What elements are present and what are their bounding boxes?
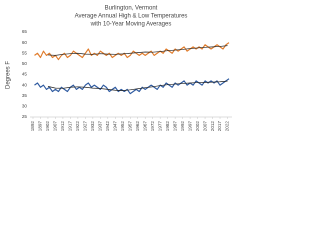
background [0, 0, 236, 150]
x-tick-label: 1957 [127, 121, 132, 132]
x-tick-label: 1947 [113, 121, 118, 132]
x-tick-label: 1907 [53, 121, 58, 132]
x-tick-label: 2017 [217, 121, 222, 132]
series-line [34, 78, 230, 95]
x-tick-label: 1937 [98, 121, 103, 132]
x-tick-label: 1897 [38, 121, 43, 132]
x-tick-label: 1932 [90, 121, 95, 132]
y-tick-label: 50 [22, 61, 28, 66]
y-tick-label: 30 [22, 104, 28, 109]
x-tick-label: 1962 [135, 121, 140, 132]
series-line [47, 80, 228, 91]
x-tick-label: 1952 [120, 121, 125, 132]
y-tick-label: 25 [22, 114, 28, 119]
x-tick-label: 1967 [142, 121, 147, 132]
x-tick-label: 1982 [165, 121, 170, 132]
chart-subtitle: Average Annual High & Low Temperatures [75, 14, 188, 20]
x-tick-label: 1912 [60, 121, 65, 132]
x-tick-label: 1902 [45, 121, 50, 132]
chart: Burlington, Vermont Average Annual High … [0, 0, 236, 150]
x-tick-label: 1987 [172, 121, 177, 132]
chart-title: Burlington, Vermont [105, 6, 158, 12]
y-tick-label: 65 [22, 29, 28, 34]
x-tick-label: 1892 [30, 121, 35, 132]
x-tick-label: 2007 [202, 121, 207, 132]
series-line [47, 45, 228, 56]
x-tick-label: 2002 [195, 121, 200, 132]
x-tick-label: 1917 [68, 121, 73, 132]
x-tick-label: 1972 [150, 121, 155, 132]
x-tick-label: 1922 [75, 121, 80, 132]
y-tick-label: 35 [22, 93, 28, 98]
x-tick-label: 1977 [157, 121, 162, 132]
y-tick-label: 55 [22, 50, 28, 55]
x-tick-label: 1992 [180, 121, 185, 132]
x-tick-label: 2012 [210, 121, 215, 132]
x-tick-label: 2022 [225, 121, 230, 132]
y-tick-label: 45 [22, 72, 28, 77]
y-tick-label: 40 [22, 82, 28, 87]
y-tick-label: 60 [22, 40, 28, 45]
chart-subtitle: with 10-Year Moving Averages [90, 22, 172, 28]
y-axis-label: Degrees F [6, 61, 12, 89]
x-tick-label: 1927 [83, 121, 88, 132]
x-tick-label: 1942 [105, 121, 110, 132]
x-tick-label: 1997 [187, 121, 192, 132]
